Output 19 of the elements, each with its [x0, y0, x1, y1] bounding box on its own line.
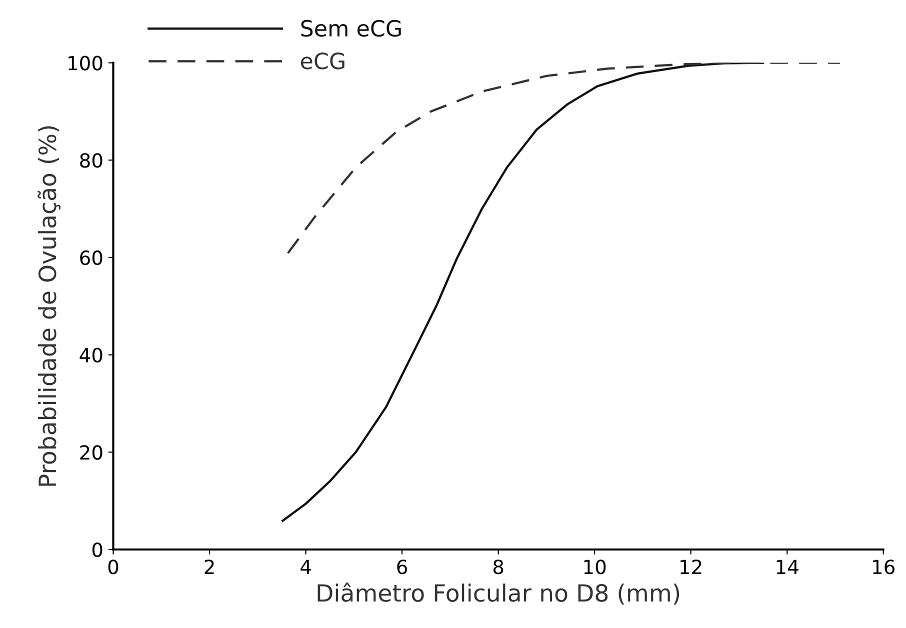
- y-tick-label: 20: [80, 445, 102, 460]
- y-tick-label: 80: [80, 153, 102, 168]
- y-tick-label: 0: [92, 542, 102, 558]
- x-tick-label: 8: [493, 560, 504, 574]
- x-tick-label: 10: [584, 560, 606, 574]
- text: Sem eCG: [301, 20, 401, 37]
- y-tick-label: 40: [80, 348, 102, 362]
- x-tick-label: 14: [776, 560, 798, 574]
- x-tick-label: 16: [873, 560, 894, 574]
- x-tick-label: 6: [397, 560, 407, 574]
- x-tick-label: 2: [204, 560, 214, 574]
- x-tick-label: 4: [300, 560, 311, 574]
- text: eCG: [300, 52, 344, 70]
- x-tick-label: 0: [108, 560, 118, 574]
- y-axis-title: Probabilidade de Ovulação (%): [38, 126, 60, 486]
- x-axis-title: Diâmetro Folicular no D8 (mm): [318, 582, 680, 605]
- y-tick-label: 60: [80, 250, 102, 266]
- x-tick-label: 12: [680, 560, 702, 574]
- y-tick-label: 100: [68, 56, 102, 70]
